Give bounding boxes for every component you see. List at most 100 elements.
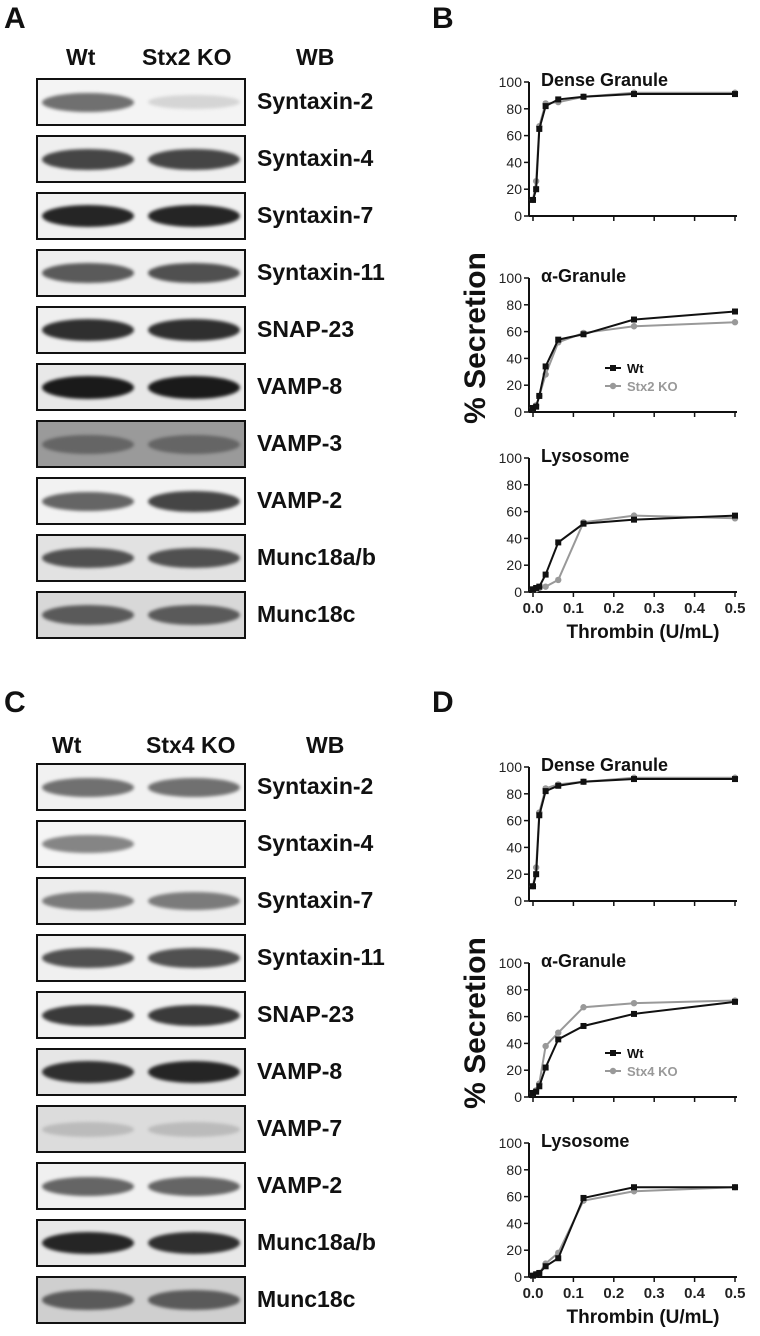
x-tick-label: 0.2 [603,600,624,617]
band-ko [148,948,240,968]
subplot-title: Lysosome [541,446,629,466]
blot-label: Syntaxin-7 [257,887,374,913]
blot-label: VAMP-3 [257,430,343,456]
x-tick-label: 0.0 [523,600,544,617]
legend-marker-wt [610,1050,616,1056]
blot-label: Syntaxin-4 [257,830,374,856]
band-ko [148,1061,240,1083]
blot-label: Syntaxin-11 [257,259,385,285]
data-point [580,93,587,100]
y-tick-label: 0 [514,893,522,909]
legend-label-wt: Wt [627,1046,644,1061]
band-ko [148,1122,240,1137]
legend-label-ko: Stx2 KO [627,379,678,394]
blot-strip [36,934,246,982]
legend-marker-ko [609,382,617,390]
series-line [532,514,736,591]
y-tick-label: 100 [499,759,523,775]
y-axis-label: % Secretion [459,252,492,424]
y-tick-label: 20 [506,1062,522,1078]
band-wt [42,835,134,853]
wb-header: WB [306,732,345,758]
band-wt [42,435,134,454]
data-point [631,516,637,523]
blot-strip [36,820,246,868]
band-ko [148,892,240,910]
data-point [536,392,543,399]
band-ko [148,778,240,797]
y-tick-label: 0 [514,1269,522,1285]
blot-strip [36,991,246,1039]
legend-marker-wt [610,365,616,371]
data-point [732,91,738,98]
y-axis-label: % Secretion [459,937,492,1109]
y-tick-label: 60 [506,504,522,520]
data-point [533,871,540,878]
blot-strip [36,420,246,468]
blot-strip [36,477,246,525]
blot-label: Syntaxin-2 [257,88,374,114]
data-point [580,1004,587,1011]
legend-label-wt: Wt [627,361,644,376]
band-wt [42,605,134,625]
y-tick-label: 20 [506,377,522,393]
blot-label: SNAP-23 [257,316,355,342]
blot-strip [36,1276,246,1324]
band-ko [148,1005,240,1026]
band-wt [42,1005,134,1026]
series-line [533,514,736,591]
x-axis-label: Thrombin (U/mL) [566,622,719,643]
subplot-title: Dense Granule [541,70,668,90]
data-point [731,319,739,326]
data-point [631,316,637,323]
data-point [630,1000,638,1007]
y-tick-label: 100 [499,74,523,90]
data-point [530,404,536,411]
subplot-title: α-Granule [541,266,626,286]
data-point [732,512,738,519]
data-point [630,323,638,330]
y-tick-label: 60 [506,1009,522,1025]
y-tick-label: 0 [514,404,522,420]
y-tick-label: 40 [506,839,522,855]
blot-label: VAMP-2 [257,1172,343,1198]
lane-header-wt: Wt [52,732,82,758]
data-point [542,1064,549,1071]
lane-header-wt: Wt [66,44,96,70]
panel-label-b: B [432,2,454,35]
data-point [536,812,543,819]
series-line [532,91,735,201]
y-tick-label: 40 [506,350,522,366]
y-tick-label: 100 [499,955,523,971]
legend-marker-ko [609,1067,617,1075]
band-ko [148,205,240,227]
blot-label: VAMP-8 [257,1058,343,1084]
blot-strip [36,1048,246,1096]
data-point [732,998,738,1005]
data-point [631,776,637,783]
y-tick-label: 80 [506,297,522,313]
y-tick-label: 40 [506,1035,522,1051]
y-tick-label: 100 [499,450,523,466]
band-wt [42,149,134,170]
blot-strip [36,192,246,240]
data-point [542,103,549,110]
band-wt [42,492,134,511]
band-wt [42,1232,134,1254]
x-axis-label: Thrombin (U/mL) [566,1307,719,1328]
band-ko [148,263,240,283]
data-point [542,788,549,795]
blot-strip [36,763,246,811]
y-tick-label: 80 [506,1162,522,1178]
blot-label: Munc18c [257,601,356,627]
band-wt [42,778,134,797]
series-line [532,776,735,887]
y-tick-label: 20 [506,181,522,197]
band-wt [42,1061,134,1083]
blot-strip [36,249,246,297]
band-wt [42,548,134,568]
band-ko [148,435,240,454]
data-point [555,782,562,789]
data-point [580,1194,587,1201]
data-point [536,1269,543,1276]
